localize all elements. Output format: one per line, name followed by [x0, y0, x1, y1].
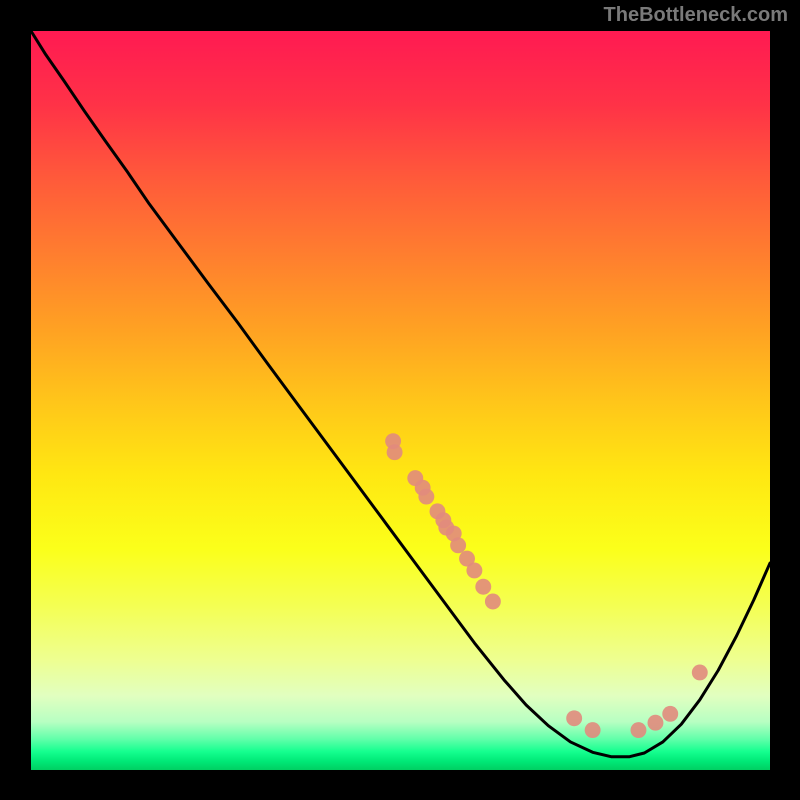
scatter-point: [475, 579, 491, 595]
scatter-point: [466, 563, 482, 579]
scatter-point: [662, 706, 678, 722]
scatter-point: [631, 722, 647, 738]
scatter-point: [648, 715, 664, 731]
scatter-point: [585, 722, 601, 738]
scatter-point: [387, 444, 403, 460]
scatter-point: [438, 520, 454, 536]
scatter-point: [450, 537, 466, 553]
watermark-text: TheBottleneck.com: [604, 4, 788, 27]
scatter-point: [566, 710, 582, 726]
scatter-point: [485, 594, 501, 610]
chart-overlay-svg: [31, 31, 770, 770]
bottleneck-curve: [31, 31, 770, 757]
scatter-point: [418, 489, 434, 505]
plot-frame: [29, 29, 772, 772]
scatter-point: [692, 664, 708, 680]
